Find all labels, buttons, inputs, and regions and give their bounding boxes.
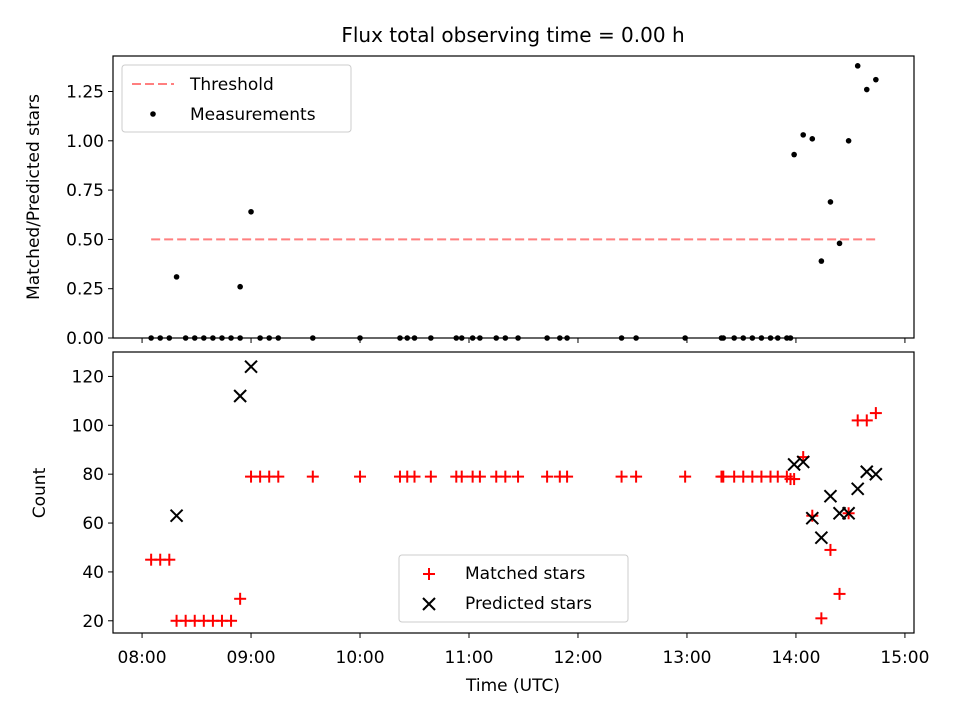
matched-star-point <box>815 612 828 625</box>
bottom-y-axis-label: Count <box>30 467 50 518</box>
top-y-tick-label: 1.25 <box>66 82 104 102</box>
matched-star-point <box>860 414 873 427</box>
measurement-point <box>173 274 180 280</box>
bottom-legend-box <box>398 554 629 623</box>
matched-star-point <box>512 470 525 483</box>
legend-predicted-label: Predicted stars <box>465 594 592 614</box>
predicted-star-point <box>805 511 819 525</box>
predicted-star-point <box>869 467 883 481</box>
measurement-point <box>845 137 852 144</box>
bottom-x-tick-label: 15:00 <box>880 648 929 668</box>
legend-matched-label: Matched stars <box>465 564 585 584</box>
measurement-point <box>800 132 807 138</box>
bottom-x-tick-label: 11:00 <box>445 648 494 668</box>
bottom-x-tick-label: 09:00 <box>227 648 276 668</box>
bottom-y-tick-label: 60 <box>82 514 104 534</box>
bottom-y-tick-label: 20 <box>82 612 104 632</box>
predicted-star-point <box>841 506 856 520</box>
bottom-y-tick-label: 80 <box>82 465 104 485</box>
matched-star-point <box>824 543 837 556</box>
bottom-y-tick-label: 40 <box>82 563 104 583</box>
measurement-point <box>818 258 825 264</box>
bottom-y-tick-label: 100 <box>72 416 104 436</box>
bottom-x-tick-label: 13:00 <box>662 648 711 668</box>
bottom-x-tick-label: 08:00 <box>118 648 167 668</box>
matched-star-point <box>424 470 437 483</box>
matched-star-point <box>679 470 692 483</box>
bottom-legend: Matched stars Predicted stars <box>398 554 629 623</box>
bottom-x-tick-label: 14:00 <box>771 648 820 668</box>
matched-star-point <box>408 470 421 483</box>
predicted-star-point <box>796 455 810 469</box>
bottom-plot-marks <box>145 359 883 627</box>
measurement-point <box>237 283 243 290</box>
top-legend-box <box>121 64 352 133</box>
measurement-point <box>863 86 870 93</box>
measurement-point <box>827 199 834 205</box>
top-y-tick-label: 0.00 <box>66 329 104 349</box>
legend-predicted-swatch <box>422 597 436 611</box>
matched-star-point <box>788 473 801 486</box>
matched-star-point <box>717 470 730 483</box>
measurement-point <box>854 63 861 69</box>
predicted-star-point <box>823 489 838 503</box>
legend-measurements-label: Measurements <box>190 105 316 125</box>
matched-star-point <box>225 614 238 627</box>
matched-star-point <box>234 592 247 605</box>
top-legend: Threshold Measurements <box>121 64 352 133</box>
top-y-tick-label: 1.00 <box>66 132 104 152</box>
legend-threshold-label: Threshold <box>189 75 274 95</box>
matched-star-point <box>869 407 882 420</box>
predicted-star-point <box>814 530 829 545</box>
bottom-axes-frame <box>112 351 915 634</box>
measurement-point <box>836 240 843 247</box>
bottom-y-tick-label: 120 <box>72 367 104 387</box>
measurement-point <box>809 136 816 142</box>
top-axes-frame <box>112 55 915 339</box>
matched-star-point <box>163 553 176 566</box>
matched-star-point <box>455 470 468 483</box>
matched-star-point <box>630 470 643 483</box>
matched-star-point <box>833 587 846 600</box>
bottom-x-tick-label: 12:00 <box>553 648 602 668</box>
matched-star-point <box>615 470 628 483</box>
chart-title: Flux total observing time = 0.00 h <box>341 23 684 47</box>
legend-measurements-swatch <box>150 111 156 117</box>
matched-star-point <box>541 470 554 483</box>
predicted-star-point <box>233 389 247 403</box>
top-y-axis-label: Matched/Predicted stars <box>24 94 44 300</box>
measurement-point <box>873 76 879 83</box>
legend-matched-swatch <box>423 568 435 580</box>
predicted-star-point <box>169 509 184 523</box>
top-y-tick-label: 0.50 <box>66 230 104 250</box>
matched-star-point <box>306 470 319 483</box>
bottom-x-ticks: 08:00 09:00 10:00 11:00 12:00 13:00 14:00 15:00 <box>118 633 929 668</box>
matched-star-point <box>473 470 486 483</box>
bottom-y-ticks: 20 40 60 80 100 120 <box>72 367 113 632</box>
matched-star-point <box>806 509 819 522</box>
matched-star-point <box>499 470 512 483</box>
bottom-x-axis-label: Time (UTC) <box>465 676 560 696</box>
top-y-ticks: 0.00 0.25 0.50 0.75 1.00 1.25 <box>66 82 113 349</box>
bottom-x-tick-label: 10:00 <box>336 648 385 668</box>
top-y-tick-label: 0.75 <box>66 181 104 201</box>
predicted-star-point <box>244 359 258 374</box>
top-panel: 0.00 0.25 0.50 0.75 1.00 1.25 Matched/Predict… <box>24 55 915 349</box>
matched-star-point <box>354 470 367 483</box>
measurement-point <box>248 208 254 215</box>
predicted-star-point <box>850 482 865 496</box>
measurement-point <box>791 151 797 158</box>
top-x-ticks <box>141 338 906 343</box>
top-y-tick-label: 0.25 <box>66 280 104 300</box>
matched-star-point <box>561 470 574 483</box>
matched-star-point <box>272 470 285 483</box>
bottom-panel: 20 40 60 80 100 120 08:00 09:00 10:00 11:00 12:00… <box>30 351 929 696</box>
